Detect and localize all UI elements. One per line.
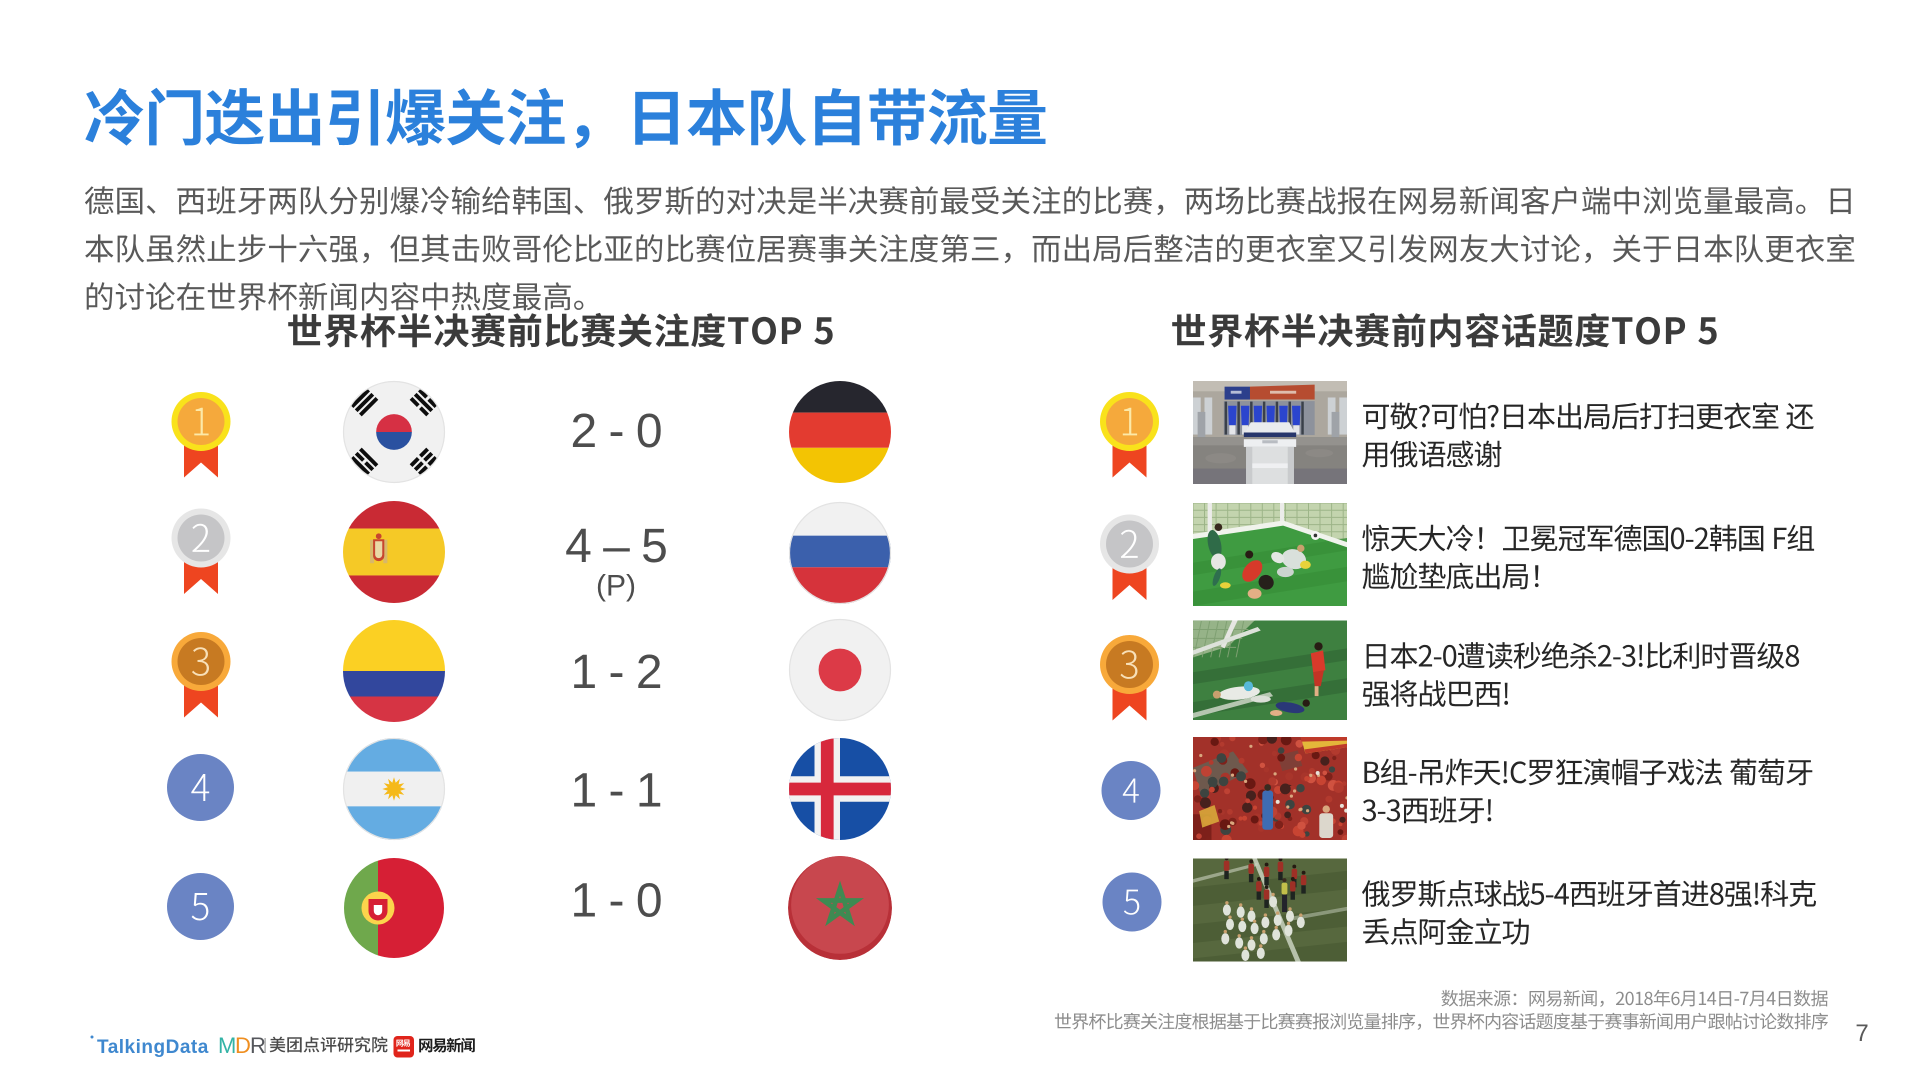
svg-text:TalkingData: TalkingData (97, 1037, 209, 1058)
svg-text:7: 7 (1855, 1020, 1868, 1047)
svg-text:1 - 1: 1 - 1 (570, 765, 661, 818)
svg-text:D: D (235, 1033, 251, 1058)
svg-text:2 - 0: 2 - 0 (570, 405, 661, 458)
svg-text:M: M (218, 1033, 236, 1058)
svg-text:1 - 2: 1 - 2 (570, 646, 661, 699)
svg-text:R: R (250, 1033, 266, 1058)
svg-text:1 - 0: 1 - 0 (570, 875, 661, 928)
svg-text:4 – 5: 4 – 5 (565, 520, 667, 573)
svg-text:(P): (P) (596, 570, 636, 603)
